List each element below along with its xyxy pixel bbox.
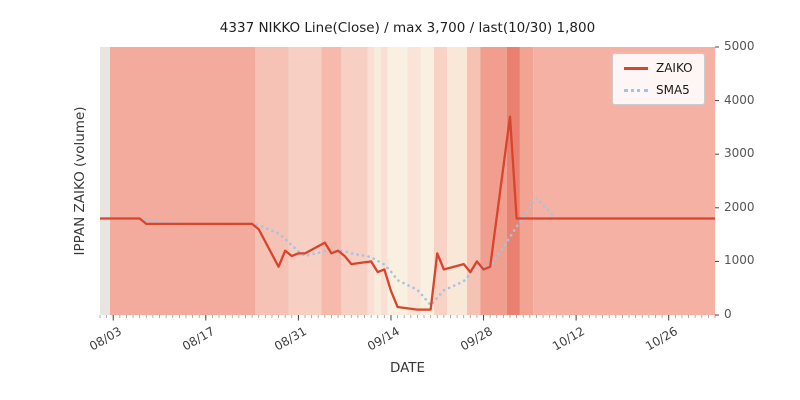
- y-tick-label: 0: [724, 307, 732, 321]
- background-band: [341, 47, 368, 315]
- y-tick-label: 1000: [724, 253, 755, 268]
- y-tick-label: 3000: [724, 146, 755, 161]
- legend-label-sma5: SMA5: [656, 83, 690, 97]
- zaiko-line: [100, 115, 715, 311]
- legend: ZAIKO SMA5: [612, 53, 705, 105]
- sma5-line-sample-icon: [624, 88, 648, 92]
- background-band: [467, 47, 481, 315]
- chart-title: 4337 NIKKO Line(Close) / max 3,700 / las…: [219, 20, 596, 36]
- background-band: [433, 47, 448, 315]
- y-tick-label: 4000: [724, 92, 755, 107]
- zaiko-line-sample-icon: [624, 66, 648, 70]
- x-axis-label: DATE: [389, 360, 426, 376]
- legend-entry-sma5: SMA5: [624, 83, 693, 97]
- y-axis-label: IPPAN ZAIKO (volume): [72, 106, 88, 256]
- y-tick-label: 5000: [724, 39, 755, 53]
- sma5-line: [138, 196, 697, 308]
- background-band: [387, 47, 408, 315]
- background-band: [288, 47, 322, 315]
- legend-entry-zaiko: ZAIKO: [624, 61, 693, 75]
- background-band: [381, 47, 388, 315]
- y-tick-label: 2000: [724, 199, 755, 214]
- background-band: [447, 47, 468, 315]
- background-band: [519, 47, 534, 315]
- background-band: [407, 47, 421, 315]
- background-band: [420, 47, 434, 315]
- background-band: [109, 47, 256, 315]
- background-band: [100, 47, 110, 315]
- background-band: [321, 47, 342, 315]
- background-band: [480, 47, 507, 315]
- legend-label-zaiko: ZAIKO: [656, 61, 693, 75]
- background-band: [255, 47, 289, 315]
- background-band: [374, 47, 382, 315]
- background-band: [367, 47, 375, 315]
